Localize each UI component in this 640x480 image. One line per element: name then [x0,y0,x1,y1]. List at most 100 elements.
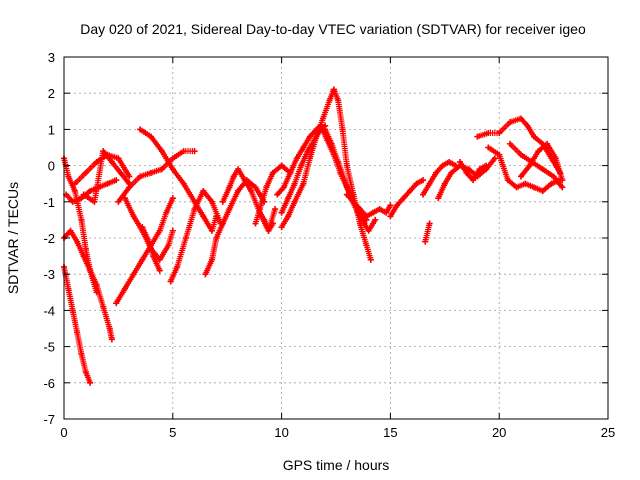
data-point [106,325,113,332]
series-track-21 [278,122,329,216]
data-point [420,191,427,198]
data-point [139,224,146,231]
data-point [539,166,546,173]
data-point [369,209,376,216]
data-point [400,195,407,202]
data-point [435,195,442,202]
data-point [219,220,226,227]
data-point [213,235,220,241]
data-point [485,144,492,151]
data-point [356,206,363,213]
data-point [463,169,470,176]
x-tick-label: 0 [60,425,67,440]
data-point [78,350,85,357]
data-point [145,238,152,245]
data-point [235,187,242,194]
x-tick-label: 20 [492,425,506,440]
data-point [65,285,72,292]
data-point [306,133,313,140]
data-point [108,158,115,165]
data-point [156,227,163,234]
data-point [496,151,503,158]
data-point [117,169,124,176]
data-point [265,227,272,234]
data-point [330,86,337,93]
y-tick-label: -1 [43,195,55,210]
data-point [87,379,94,386]
data-point [304,148,311,155]
series-track-17 [278,86,337,231]
data-point [552,155,559,162]
series-track-24 [387,177,427,220]
series-track-4 [61,155,100,296]
data-point [169,166,176,173]
data-point [148,169,155,176]
data-point [82,169,89,176]
y-tick-label: -7 [43,412,55,427]
y-axis-label: SDTVAR / TECUs [5,182,21,294]
data-point [485,130,492,137]
y-tick-label: 3 [48,50,55,65]
data-point [335,97,342,104]
data-point [91,198,98,205]
data-point [93,289,100,296]
data-point [108,336,115,343]
data-point [180,148,187,155]
data-point [104,180,111,187]
data-point [300,180,307,187]
data-point [226,184,233,191]
data-point [326,97,333,104]
series-track-15 [252,162,294,227]
data-point [156,267,163,274]
data-point [208,256,215,263]
data-point [67,227,74,234]
data-point [343,162,350,169]
data-point [483,162,490,169]
data-point [293,155,300,162]
data-point [126,184,133,191]
series-track-23 [343,191,394,220]
data-point [163,209,170,216]
data-point [121,195,128,202]
data-point [287,169,294,176]
x-tick-label: 5 [169,425,176,440]
data-point [426,180,433,187]
data-point [274,191,281,198]
data-point [248,187,255,194]
data-point [113,177,120,184]
data-point [298,162,305,169]
data-point [470,177,477,184]
data-point [130,271,137,278]
series-trail [517,140,566,184]
data-point [517,115,524,122]
data-point [269,169,276,176]
data-point [191,148,198,155]
data-point [550,173,557,180]
data-point [78,195,85,202]
series-track-9 [137,126,220,234]
data-point [548,180,555,187]
y-tick-label: -4 [43,303,55,318]
data-point [441,180,448,187]
data-point [343,191,350,198]
series-track-25 [420,158,459,198]
data-point [363,242,370,249]
data-point [208,227,215,234]
data-point [504,177,511,184]
series-trail [387,177,427,220]
data-point [167,278,174,285]
data-point [115,155,122,162]
series-track-18 [330,86,374,263]
x-axis-label: GPS time / hours [283,457,390,473]
data-point [71,187,78,194]
x-tick-label: 10 [274,425,288,440]
data-point [291,180,298,187]
data-point [363,213,370,220]
data-point [291,198,298,205]
data-point [100,148,107,155]
data-point [300,144,307,151]
data-point [372,216,379,223]
data-point [256,209,263,216]
data-point [507,119,514,126]
